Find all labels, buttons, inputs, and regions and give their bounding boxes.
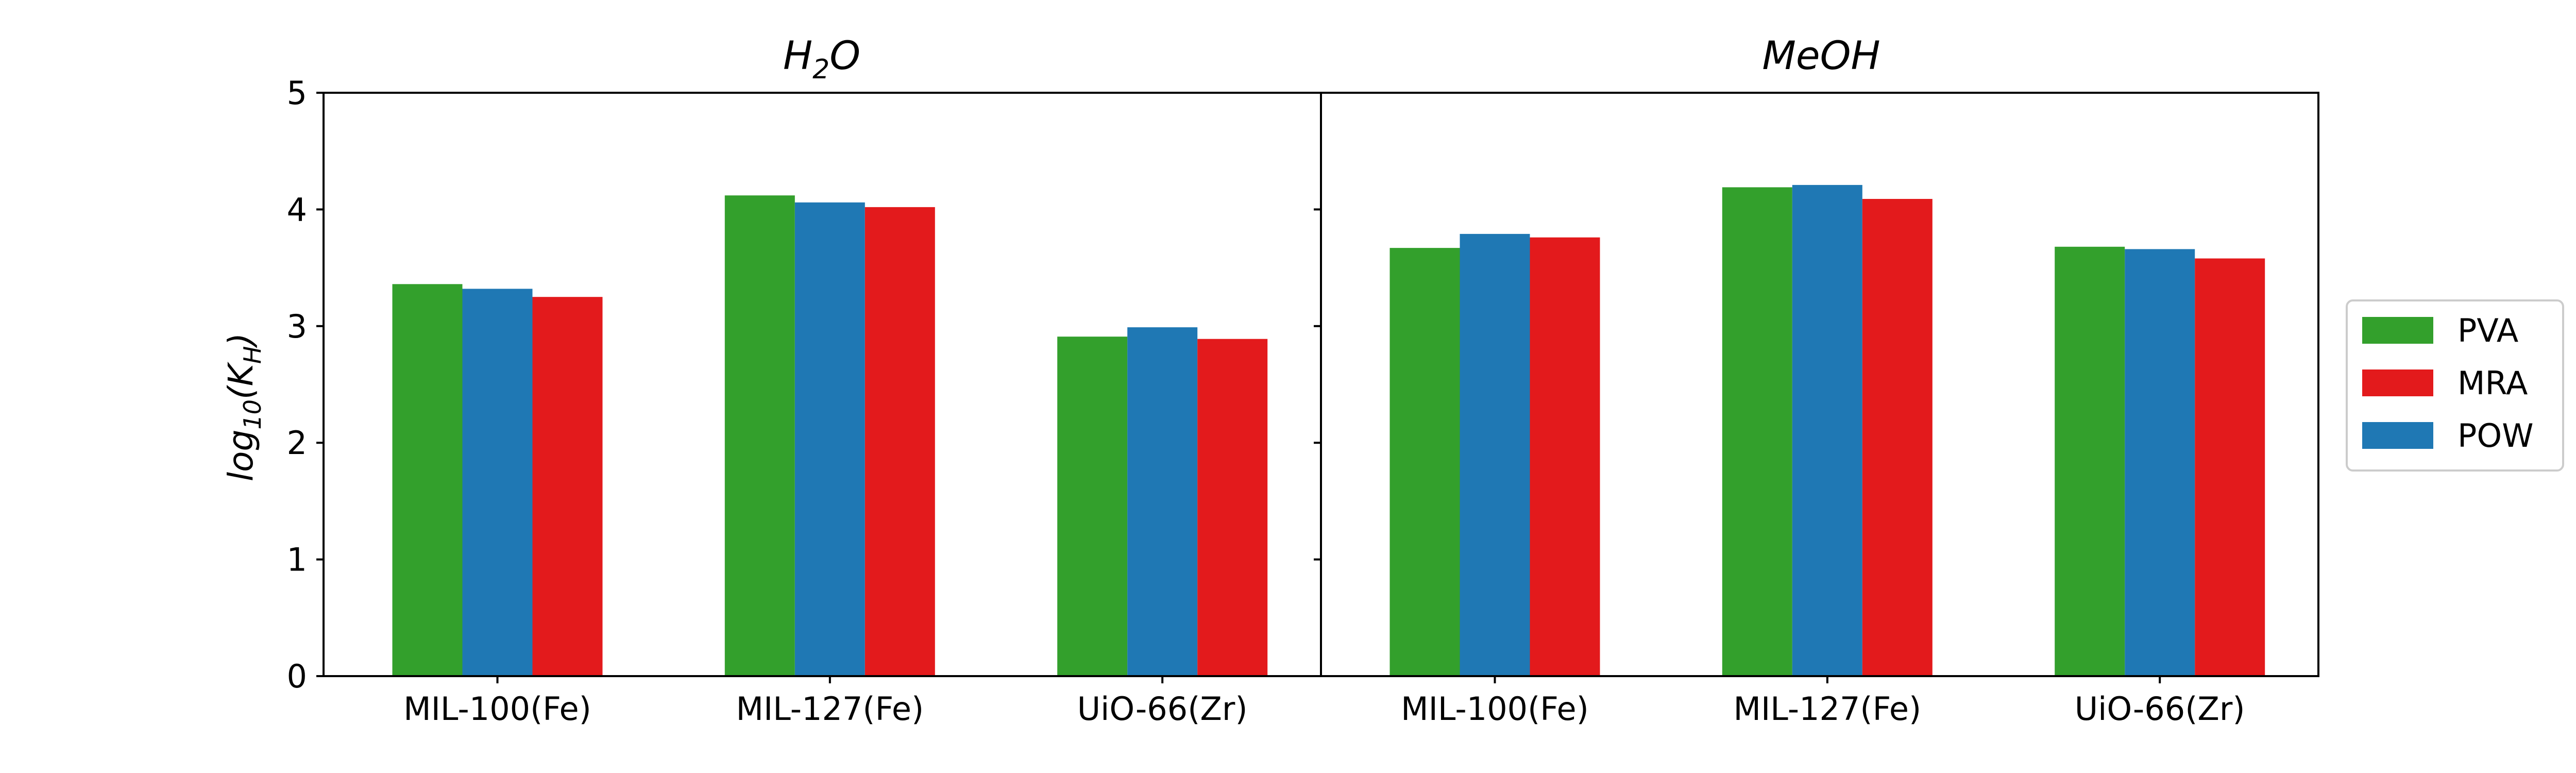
- legend-swatch-pva: [2362, 317, 2433, 344]
- y-tick-label: 4: [287, 191, 307, 228]
- x-tick-label: UiO-66(Zr): [1077, 690, 1248, 728]
- bar-meoh-mil-100-fe-pow: [1460, 233, 1530, 676]
- y-tick-label: 5: [287, 74, 307, 112]
- bar-h2o-mil-100-fe-mra: [532, 297, 603, 676]
- bar-h2o-mil-127-fe-pow: [794, 202, 865, 676]
- bar-h2o-uio-66-zr-pow: [1127, 327, 1198, 676]
- bar-h2o-uio-66-zr-mra: [1197, 339, 1268, 676]
- bar-meoh-mil-100-fe-mra: [1530, 237, 1600, 676]
- legend-label-mra: MRA: [2458, 364, 2528, 402]
- x-tick-label: MIL-127(Fe): [1733, 690, 1921, 728]
- panel-frame-meoh: [1320, 92, 2319, 677]
- bar-h2o-mil-127-fe-pva: [724, 195, 795, 676]
- bar-meoh-mil-127-fe-mra: [1862, 199, 1933, 676]
- bar-meoh-mil-127-fe-pow: [1792, 184, 1862, 676]
- bar-meoh-uio-66-zr-pow: [2125, 249, 2195, 676]
- bar-h2o-uio-66-zr-pva: [1057, 337, 1128, 676]
- bar-meoh-mil-127-fe-pva: [1722, 187, 1792, 676]
- y-tick-label: 2: [287, 424, 307, 462]
- bar-h2o-mil-100-fe-pva: [392, 284, 463, 676]
- x-tick-label: MIL-100(Fe): [403, 690, 591, 728]
- panel-title-h2o: H2O: [783, 32, 860, 85]
- bars-layer: [392, 184, 2265, 677]
- bar-h2o-mil-127-fe-mra: [865, 207, 935, 676]
- legend-swatch-mra: [2362, 369, 2433, 396]
- bar-h2o-mil-100-fe-pow: [462, 289, 533, 676]
- y-axis-label: log10(KH): [221, 333, 266, 482]
- legend-swatch-pow: [2362, 422, 2433, 449]
- bar-meoh-uio-66-zr-pva: [2055, 246, 2125, 676]
- y-tick-label: 3: [287, 308, 307, 345]
- panel-title-meoh: MeOH: [1762, 32, 1880, 78]
- bar-meoh-uio-66-zr-mra: [2195, 258, 2265, 676]
- axes-layer: MIL-100(Fe) MIL-127(Fe) UiO-66(Zr) 0 1 2 3 4 5 MI…: [287, 74, 2319, 728]
- legend: PVA MRA POW: [2346, 299, 2564, 472]
- x-tick-label: MIL-100(Fe): [1401, 690, 1589, 728]
- bar-meoh-mil-100-fe-pva: [1389, 248, 1460, 677]
- legend-label-pva: PVA: [2458, 312, 2518, 349]
- y-tick-label: 0: [287, 658, 307, 695]
- x-tick-label: MIL-127(Fe): [736, 690, 924, 728]
- y-tick-label: 1: [287, 541, 307, 579]
- legend-label-pow: POW: [2458, 417, 2534, 455]
- x-tick-label: UiO-66(Zr): [2075, 690, 2245, 728]
